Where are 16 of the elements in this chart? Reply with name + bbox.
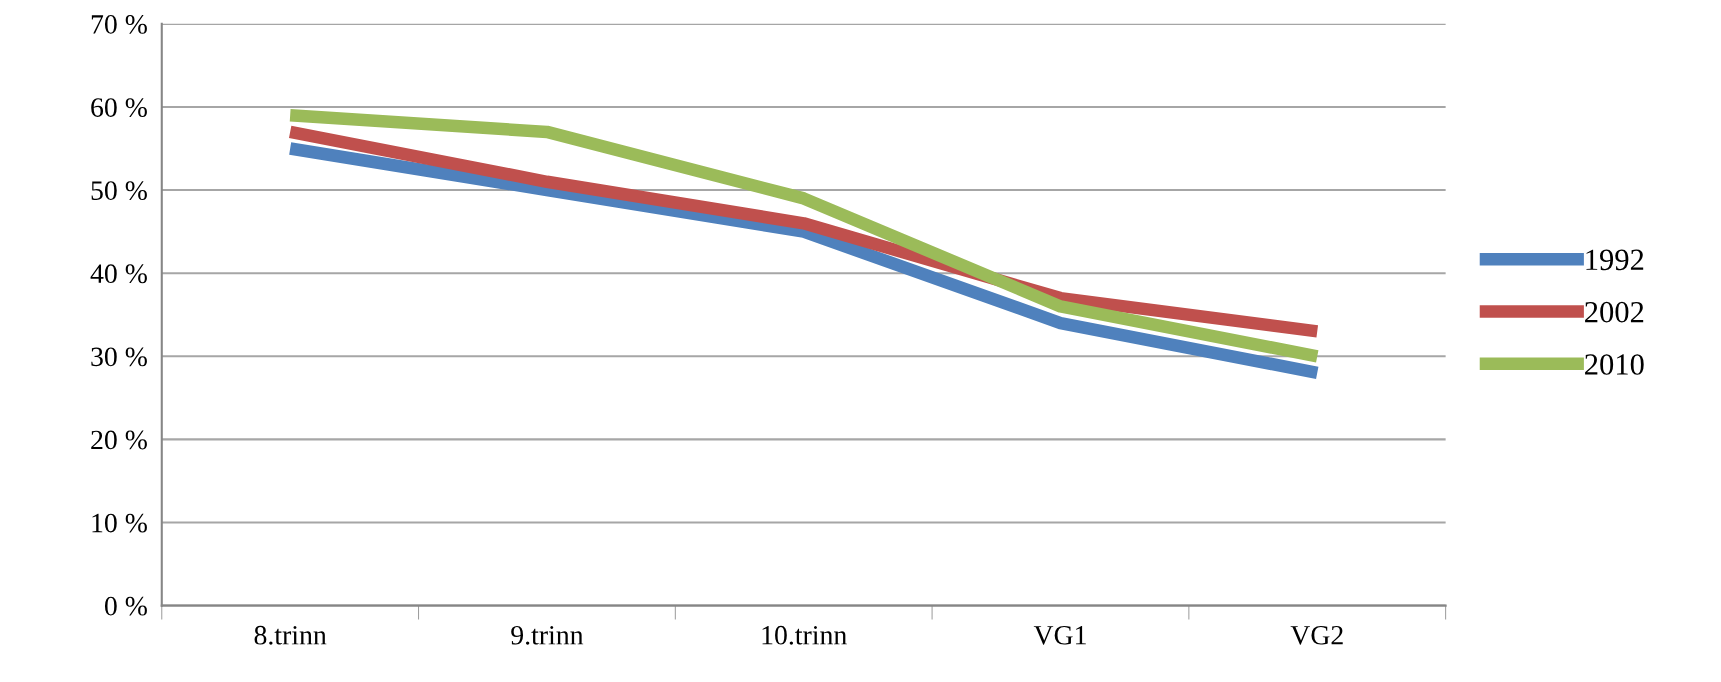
y-tick-label: 0 % (104, 596, 147, 616)
y-tick-label: 40 % (90, 264, 147, 284)
y-tick-label: 70 % (91, 15, 147, 34)
y-tick-label: 10 % (92, 513, 147, 533)
y-tick-label: 30 % (91, 347, 147, 367)
x-tick-label: VG2 (1290, 625, 1343, 645)
legend-label: 1992 (1586, 249, 1644, 271)
x-tick-label: VG1 (1033, 625, 1086, 645)
x-tick-label: 9.trinn (511, 625, 584, 645)
y-tick-label: 60 % (91, 98, 147, 117)
y-tick-label: 20 % (91, 430, 147, 450)
y-tick-label: 50 % (91, 181, 147, 201)
legend-label: 2002 (1585, 301, 1644, 323)
x-tick-label: 10.trinn (762, 625, 847, 645)
legend-label: 2010 (1585, 354, 1644, 375)
x-tick-label: 8.trinn (254, 625, 327, 645)
